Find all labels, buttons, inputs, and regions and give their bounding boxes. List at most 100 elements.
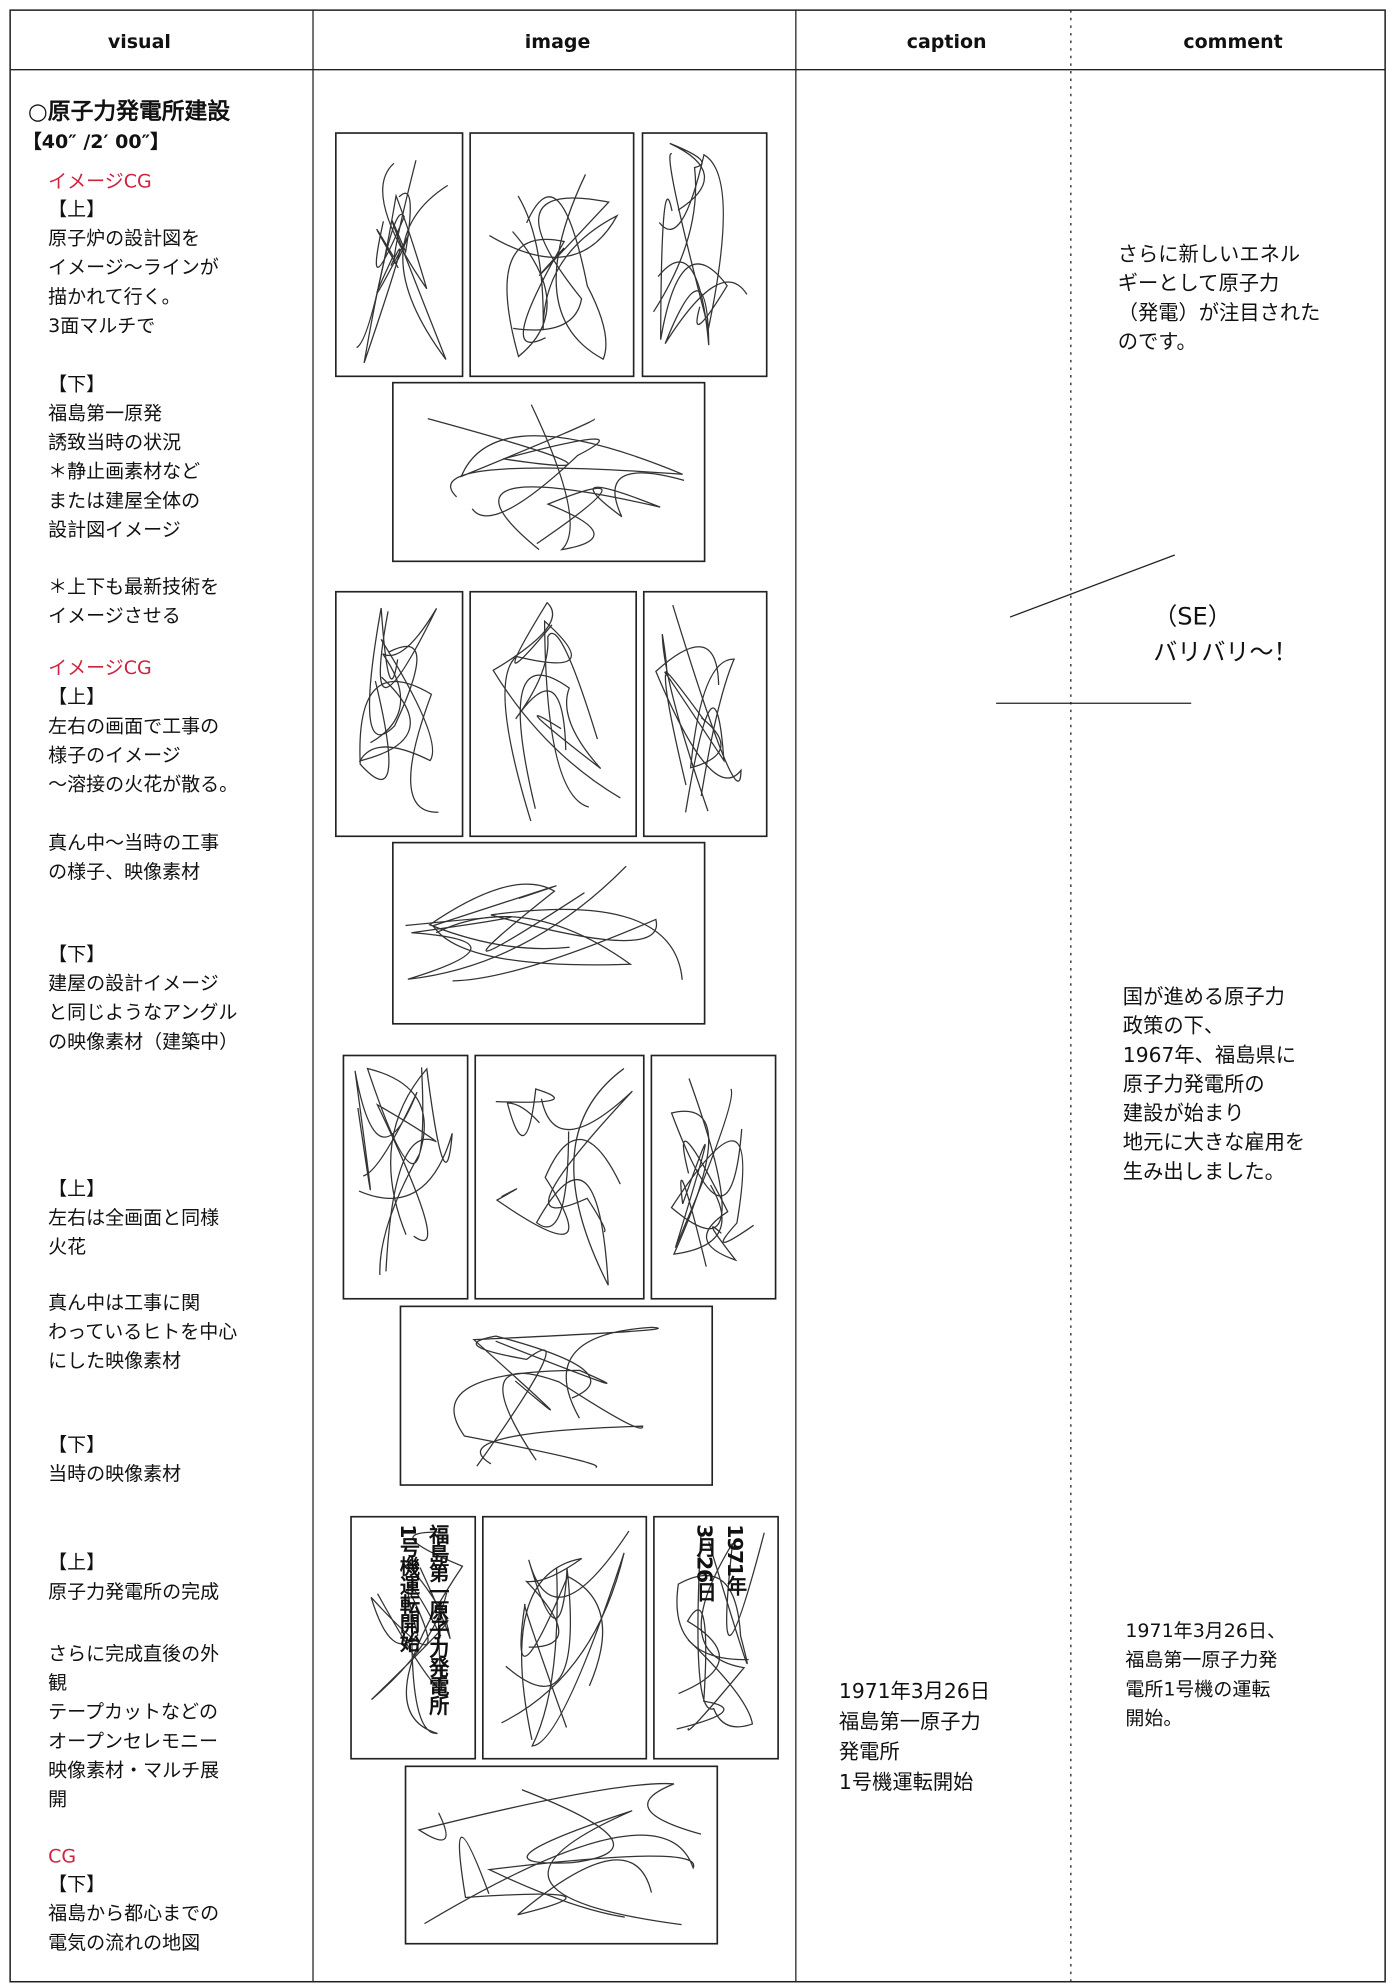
sketch-stroke [519,674,602,809]
visual-line: 原子炉の設計図を [48,228,200,250]
header-cell: image [525,31,591,53]
visual-line: にした映像素材 [48,1350,181,1372]
caption-line: 1号機運転開始 [839,1770,974,1794]
visual-line: 【上】 [48,1552,105,1574]
comment-line: バリバリ～！ [1153,638,1297,666]
sketch-frame [350,1515,477,1760]
sketch-stroke [498,472,685,551]
visual-line: 【下】 [48,943,105,965]
table-border [9,9,1386,1983]
sketch-stroke [670,1078,754,1243]
sketch-stroke [358,638,434,762]
sketch-stroke [371,1564,449,1701]
cg-label: イメージCG [48,171,152,193]
sketch-frame [641,132,768,378]
comment-line: 政策の下、 [1123,1014,1224,1038]
sketch-stroke [453,1340,608,1468]
se-mark [1009,554,1175,618]
visual-line: 【下】 [48,373,105,395]
visual-line: の様子、映像素材 [48,861,200,883]
header-cell: caption [907,31,987,53]
sketch-stroke [489,195,619,331]
visual-line: と同じようなアングル [48,1002,237,1024]
visual-line: イメージさせる [48,605,181,627]
sketch-stroke [428,883,585,952]
frame-text: 福島第一原子力発電所 [425,1524,450,1716]
sketch-stroke [391,184,449,360]
sketch-stroke [376,160,417,294]
visual-line: 電気の流れの地図 [48,1932,200,1954]
sketch-stroke [495,1138,621,1235]
sketch-stroke [375,1103,437,1272]
sketch-frame [342,1054,469,1300]
comment-line: 地元に大きな雇用を [1123,1130,1305,1154]
sketch-stroke [405,865,627,980]
visual-line: 様子のイメージ [48,745,181,767]
frame-text: 3月26日 [693,1524,718,1601]
visual-line: テープカットなどの [48,1701,218,1723]
sketch-stroke [520,1575,604,1728]
comment-line: 生み出しました。 [1123,1159,1285,1183]
sketch-stroke [405,1531,464,1735]
comment-line: 国が進める原子力 [1123,985,1285,1009]
comment-line: （SE） [1153,603,1232,631]
sketch-stroke [676,1609,725,1730]
visual-line: 当時の映像素材 [48,1463,181,1485]
visual-line: 【下】 [48,1434,105,1456]
sketch-frame [469,132,635,378]
visual-line: わっているヒトを中心 [48,1321,237,1343]
comment-line: のです。 [1118,329,1197,353]
sketch-stroke [432,885,633,966]
sketch-stroke [450,418,683,498]
visual-line: 左右の画面で工事の [48,715,219,737]
visual-line: 描かれて行く。 [48,286,180,308]
sketch-stroke [515,632,599,751]
sketch-stroke [472,1326,659,1419]
visual-line: 左右は全画面と同様 [48,1207,219,1229]
sketch-stroke [506,231,566,358]
sketch-stroke [417,1782,702,1841]
visual-line: 【上】 [48,1178,105,1200]
sketch-stroke [658,153,724,329]
sketch-stroke [458,1836,653,1916]
sketch-stroke [521,1789,682,1926]
sketch-stroke [530,404,603,551]
visual-line: 開 [48,1789,67,1811]
sketch-stroke [657,261,748,346]
frame-text: 1号機運転開始 [396,1524,420,1653]
sketch-stroke [521,1557,583,1740]
visual-line: または建屋全体の [48,490,200,512]
comment-line: さらに新しいエネル [1118,242,1300,266]
comment-line: 建設が始まり [1123,1101,1245,1125]
visual-line: 真ん中は工事に関 [48,1292,200,1314]
sketch-stroke [358,1067,453,1236]
sketch-stroke [674,1088,733,1267]
visual-line: さらに完成直後の外 [48,1643,219,1665]
sketch-stroke [370,608,438,744]
visual-line: 映像素材・マルチ展 [48,1759,219,1781]
sketch-stroke [540,1090,633,1233]
sketch-stroke [664,671,725,813]
sketch-frame [404,1765,719,1945]
sketch-stroke [513,197,610,331]
visual-line: 真ん中～当時の工事 [48,832,219,854]
caption-line: 発電所 [839,1740,900,1764]
comment-line: 福島第一原子力発 [1125,1649,1277,1671]
visual-line: 【下】 [48,1874,105,1896]
sketch-stroke [687,1533,754,1728]
visual-line: 観 [48,1672,67,1694]
sketch-frame [469,590,637,838]
sketch-stroke [368,607,418,736]
visual-line: 設計図イメージ [48,519,181,541]
visual-line: 【上】 [48,198,105,220]
visual-line: ～溶接の火花が散る。 [48,774,238,796]
sketch-stroke [359,680,439,813]
sketch-stroke [687,1532,765,1731]
visual-line: の映像素材（建築中） [48,1031,238,1053]
sketch-stroke [495,1088,555,1137]
sketches [335,132,779,1945]
sketch-stroke [366,1067,425,1275]
sketch-stroke [427,418,600,517]
